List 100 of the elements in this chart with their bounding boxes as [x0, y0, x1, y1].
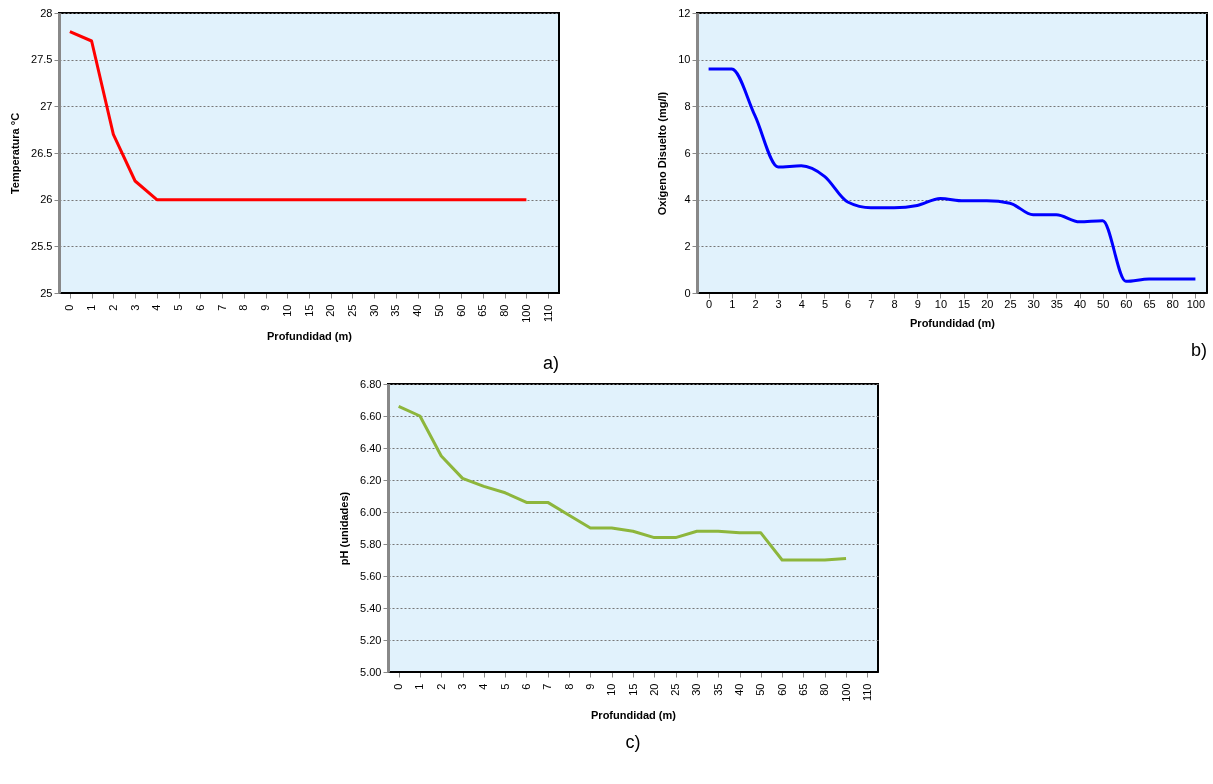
x-tick-label: 7	[868, 297, 875, 310]
y-tick-label: 8	[684, 99, 691, 112]
line-series	[707, 67, 1197, 283]
x-tick-label: 2	[106, 304, 119, 311]
y-tick-label: 10	[678, 53, 691, 66]
x-tick-label: 50	[432, 304, 445, 317]
x-tick-label: 5	[498, 683, 511, 690]
y-tick-label: 26.5	[31, 146, 53, 159]
y-axis-title: Temperatura °C	[9, 112, 22, 195]
x-tick-label: 9	[583, 683, 596, 690]
x-tick-label: 7	[215, 304, 228, 311]
x-tick-label: 25	[669, 683, 682, 696]
x-tick-label: 1	[85, 304, 98, 311]
x-tick-label: 1	[413, 683, 426, 690]
x-tick-label: 5	[821, 297, 829, 310]
x-tick-label: 60	[1120, 297, 1133, 310]
x-tick-label: 2	[434, 683, 447, 690]
x-tick-label: 20	[324, 304, 337, 317]
y-tick-label: 6.40	[360, 441, 382, 454]
x-tick-label: 20	[981, 297, 994, 310]
x-tick-label: 9	[259, 304, 272, 311]
x-tick-label: 30	[1027, 297, 1040, 310]
x-tick-label: 15	[626, 683, 639, 696]
x-tick-label: 8	[562, 683, 575, 690]
x-tick-label: 40	[1073, 297, 1087, 310]
text: c)	[625, 732, 641, 753]
x-tick-label: 8	[237, 304, 250, 311]
x-tick-label: 65	[476, 304, 489, 317]
y-tick-label: 25.5	[31, 239, 53, 252]
y-tick-label: 26	[40, 193, 53, 206]
x-tick-label: 4	[477, 683, 490, 690]
y-tick-label: 5.60	[360, 569, 382, 582]
x-tick-label: 3	[775, 297, 782, 310]
x-tick-label: 8	[891, 297, 898, 310]
y-tick-label: 2	[684, 239, 691, 252]
y-tick-label: 5.20	[360, 633, 382, 646]
y-tick-label: 5.00	[360, 665, 382, 678]
x-tick-label: 110	[860, 683, 873, 702]
x-tick-label: 0	[706, 297, 713, 310]
x-tick-label: 10	[280, 304, 293, 317]
x-tick-label: 30	[367, 304, 380, 317]
x-tick-label: 4	[798, 297, 805, 310]
x-tick-label: 60	[775, 683, 788, 696]
x-tick-label: 7	[541, 683, 554, 690]
x-tick-label: 25	[1004, 297, 1017, 310]
x-tick-label: 100	[1186, 297, 1206, 310]
x-axis-title: Profundidad (m)	[591, 708, 677, 721]
text: a)	[542, 353, 559, 374]
x-tick-label: 25	[345, 304, 358, 317]
x-tick-label: 35	[711, 683, 724, 696]
x-tick-label: 80	[1166, 297, 1179, 310]
x-tick-label: 10	[605, 683, 618, 696]
x-tick-label: 110	[541, 304, 554, 323]
x-tick-label: 100	[839, 683, 852, 702]
x-tick-label: 6	[845, 297, 852, 310]
x-axis-title: Profundidad (m)	[910, 316, 996, 329]
x-tick-label: 50	[754, 683, 767, 696]
y-tick-label: 6.20	[360, 473, 382, 486]
y-tick-label: 6.00	[360, 505, 382, 518]
y-tick-label: 6	[684, 146, 691, 159]
y-axis-title: Oxígeno Disuelto (mg/l)	[656, 91, 669, 216]
y-tick-label: 5.40	[360, 601, 382, 614]
y-tick-label: 12	[678, 6, 691, 19]
x-tick-label: 10	[934, 297, 948, 310]
x-tick-label: 15	[957, 297, 971, 310]
x-tick-label: 0	[392, 683, 405, 690]
x-tick-label: 40	[733, 683, 746, 696]
text: b)	[1190, 340, 1207, 360]
line-series	[397, 404, 848, 562]
x-tick-label: 2	[752, 297, 759, 310]
y-tick-label: 5.80	[360, 537, 382, 550]
y-tick-label: 27	[40, 99, 53, 112]
x-tick-label: 30	[690, 683, 703, 696]
y-tick-label: 6.80	[360, 377, 382, 390]
x-tick-label: 80	[818, 683, 831, 696]
y-tick-label: 25	[40, 286, 53, 299]
x-tick-label: 6	[519, 683, 532, 690]
y-axis-title: pH (unidades)	[338, 491, 351, 566]
y-tick-label: 27.5	[31, 53, 53, 66]
x-tick-label: 3	[128, 304, 141, 311]
line-series	[68, 30, 528, 202]
x-tick-label: 5	[172, 304, 185, 311]
x-tick-label: 35	[389, 304, 402, 317]
x-tick-label: 35	[1050, 297, 1063, 310]
x-tick-label: 100	[519, 304, 532, 323]
x-tick-label: 6	[193, 304, 206, 311]
x-tick-label: 80	[498, 304, 511, 317]
y-tick-label: 6.60	[360, 409, 382, 422]
y-tick-label: 4	[684, 193, 691, 206]
x-tick-label: 3	[456, 683, 469, 690]
y-tick-label: 0	[684, 286, 691, 299]
x-tick-label: 20	[647, 683, 660, 696]
x-tick-label: 65	[1143, 297, 1156, 310]
x-tick-label: 15	[302, 304, 315, 317]
x-tick-label: 9	[914, 297, 921, 310]
y-tick-label: 28	[40, 6, 53, 19]
x-tick-label: 1	[729, 297, 736, 310]
x-tick-label: 0	[63, 304, 76, 311]
x-tick-label: 40	[411, 304, 424, 317]
x-tick-label: 65	[796, 683, 809, 696]
